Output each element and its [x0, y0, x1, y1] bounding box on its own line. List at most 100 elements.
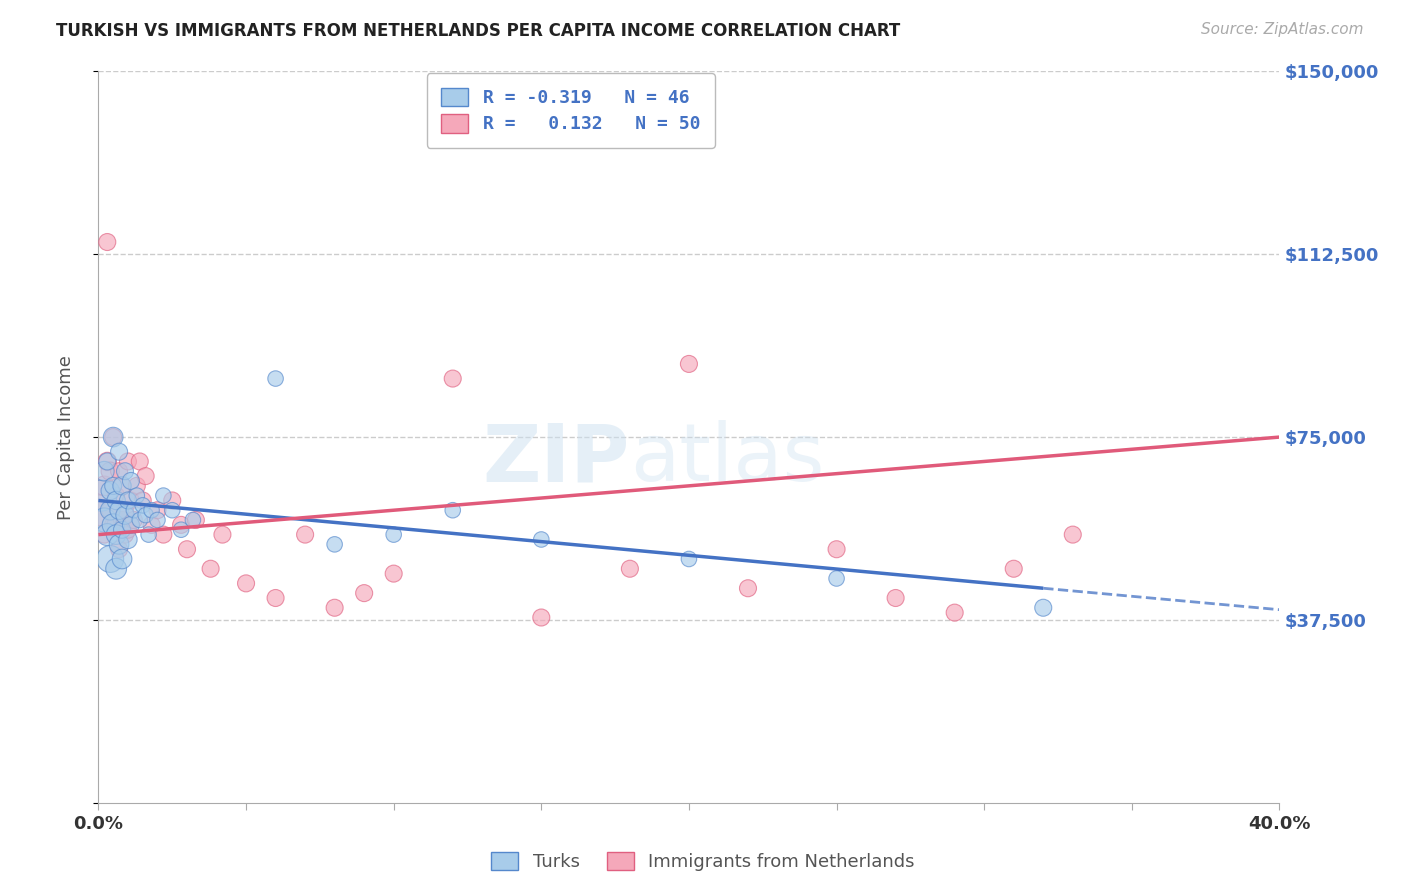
- Point: [132, 493, 155, 508]
- Text: TURKISH VS IMMIGRANTS FROM NETHERLANDS PER CAPITA INCOME CORRELATION CHART: TURKISH VS IMMIGRANTS FROM NETHERLANDS P…: [56, 22, 900, 40]
- Point: [117, 454, 139, 468]
- Point: [323, 600, 346, 615]
- Point: [211, 527, 233, 541]
- Point: [111, 552, 134, 566]
- Point: [120, 493, 142, 508]
- Point: [90, 489, 112, 503]
- Point: [125, 479, 148, 493]
- Point: [530, 533, 553, 547]
- Point: [117, 493, 139, 508]
- Point: [441, 371, 464, 385]
- Point: [382, 527, 405, 541]
- Point: [1032, 600, 1054, 615]
- Point: [114, 503, 136, 517]
- Point: [138, 527, 160, 541]
- Point: [1062, 527, 1084, 541]
- Point: [200, 562, 222, 576]
- Y-axis label: Per Capita Income: Per Capita Income: [56, 355, 75, 519]
- Point: [162, 503, 183, 517]
- Point: [678, 357, 700, 371]
- Point: [737, 581, 759, 595]
- Point: [152, 527, 174, 541]
- Point: [678, 552, 700, 566]
- Point: [943, 606, 966, 620]
- Point: [323, 537, 346, 551]
- Point: [108, 444, 131, 458]
- Point: [128, 513, 150, 527]
- Point: [170, 523, 193, 537]
- Point: [294, 527, 316, 541]
- Point: [264, 371, 287, 385]
- Point: [146, 503, 169, 517]
- Point: [108, 503, 131, 517]
- Point: [105, 517, 128, 532]
- Point: [132, 499, 155, 513]
- Point: [93, 513, 115, 527]
- Point: [146, 513, 169, 527]
- Point: [120, 517, 142, 532]
- Point: [98, 503, 121, 517]
- Point: [98, 464, 121, 478]
- Point: [235, 576, 257, 591]
- Point: [120, 474, 142, 488]
- Point: [135, 508, 157, 522]
- Text: ZIP: ZIP: [482, 420, 630, 498]
- Point: [108, 464, 131, 478]
- Point: [103, 517, 125, 532]
- Point: [825, 572, 848, 586]
- Point: [105, 493, 128, 508]
- Point: [122, 513, 145, 527]
- Point: [98, 503, 121, 517]
- Point: [141, 503, 163, 517]
- Point: [141, 517, 163, 532]
- Point: [114, 508, 136, 522]
- Point: [353, 586, 375, 600]
- Point: [382, 566, 405, 581]
- Point: [103, 430, 125, 444]
- Point: [114, 527, 136, 541]
- Point: [117, 523, 139, 537]
- Point: [111, 523, 134, 537]
- Point: [108, 542, 131, 557]
- Point: [170, 517, 193, 532]
- Point: [184, 513, 207, 527]
- Point: [122, 503, 145, 517]
- Point: [111, 513, 134, 527]
- Point: [103, 517, 125, 532]
- Point: [103, 479, 125, 493]
- Point: [135, 469, 157, 483]
- Point: [93, 527, 115, 541]
- Point: [90, 503, 112, 517]
- Point: [98, 483, 121, 498]
- Point: [93, 479, 115, 493]
- Point: [441, 503, 464, 517]
- Point: [98, 552, 121, 566]
- Text: Source: ZipAtlas.com: Source: ZipAtlas.com: [1201, 22, 1364, 37]
- Point: [96, 527, 118, 541]
- Legend: Turks, Immigrants from Netherlands: Turks, Immigrants from Netherlands: [484, 845, 922, 879]
- Text: atlas: atlas: [630, 420, 824, 498]
- Point: [111, 479, 134, 493]
- Point: [176, 542, 198, 557]
- Point: [264, 591, 287, 605]
- Point: [530, 610, 553, 624]
- Point: [1002, 562, 1025, 576]
- Point: [96, 454, 118, 468]
- Point: [181, 513, 204, 527]
- Point: [108, 537, 131, 551]
- Point: [162, 493, 183, 508]
- Point: [117, 533, 139, 547]
- Legend: R = -0.319   N = 46, R =   0.132   N = 50: R = -0.319 N = 46, R = 0.132 N = 50: [427, 73, 714, 148]
- Point: [128, 454, 150, 468]
- Point: [884, 591, 907, 605]
- Point: [152, 489, 174, 503]
- Point: [96, 454, 118, 468]
- Point: [105, 562, 128, 576]
- Point: [93, 464, 115, 478]
- Point: [103, 430, 125, 444]
- Point: [105, 527, 128, 541]
- Point: [105, 489, 128, 503]
- Point: [125, 489, 148, 503]
- Point: [114, 464, 136, 478]
- Point: [825, 542, 848, 557]
